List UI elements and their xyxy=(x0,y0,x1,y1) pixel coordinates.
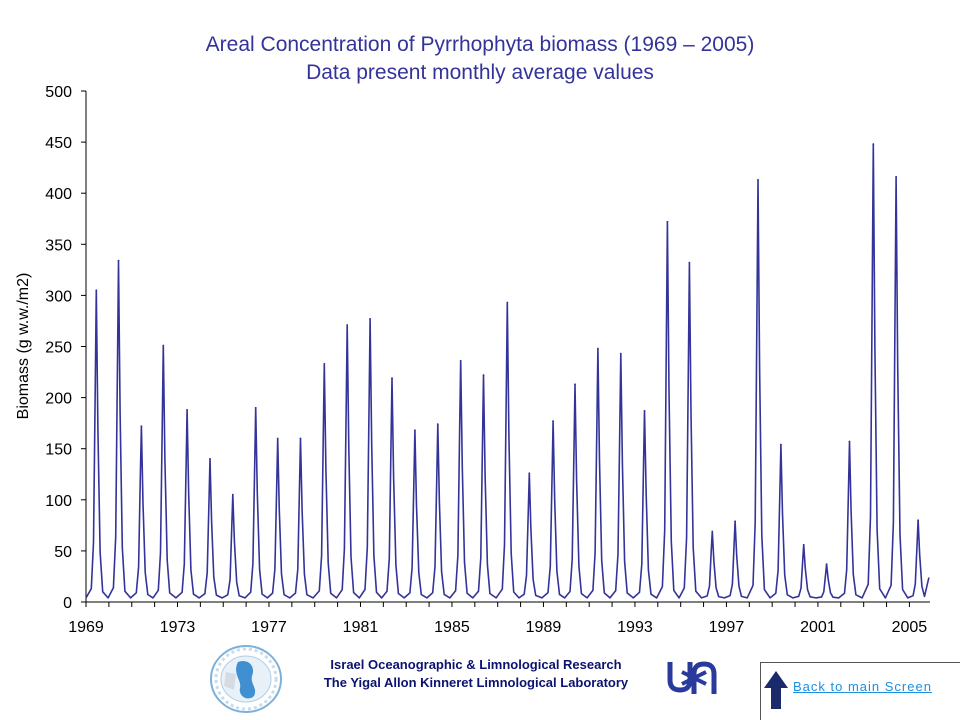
peak-point-1976 xyxy=(254,406,257,409)
peak-point-1978 xyxy=(299,437,302,440)
annual-peak-points xyxy=(95,143,920,566)
peak-point-1999 xyxy=(779,443,782,446)
y-tick-label: 300 xyxy=(45,288,72,305)
peak-point-1974 xyxy=(209,458,211,460)
biomass-series-line xyxy=(85,143,930,599)
peak-point-1988 xyxy=(528,472,531,475)
peak-point-2000 xyxy=(802,543,805,546)
chart-subtitle: Data present monthly average values xyxy=(306,61,654,84)
org-name-line1: Israel Oceanographic & Limnological Rese… xyxy=(330,657,622,672)
data-center-logo xyxy=(210,645,282,713)
navigation-panel xyxy=(760,662,960,720)
peak-point-1975 xyxy=(231,493,234,496)
y-tick-label: 450 xyxy=(45,135,72,152)
peak-point-1993 xyxy=(643,409,646,412)
kinneret-lab-logo xyxy=(667,661,717,694)
peak-point-2002 xyxy=(848,440,851,443)
x-tick-label: 1981 xyxy=(343,619,379,636)
peak-point-1972 xyxy=(162,344,165,347)
peak-point-1977 xyxy=(276,437,279,440)
x-axis-ticks: 1969 1973 1977 1981 1985 1989 1993 1997 2001 2005 xyxy=(68,602,927,636)
y-tick-label: 50 xyxy=(54,544,72,561)
y-tick-label: 500 xyxy=(45,84,72,101)
y-tick-label: 100 xyxy=(45,493,72,510)
peak-point-1979 xyxy=(323,362,326,365)
peak-point-1990 xyxy=(574,383,576,386)
peak-point-1980 xyxy=(346,324,349,326)
peak-point-1991 xyxy=(596,347,599,350)
peak-point-1989 xyxy=(552,420,554,423)
peak-point-1995 xyxy=(688,261,691,264)
x-tick-label: 1989 xyxy=(526,619,562,636)
x-tick-label: 1977 xyxy=(251,619,287,636)
y-axis-label: Biomass (g w.w./m2) xyxy=(15,273,32,420)
peak-point-1971 xyxy=(140,425,143,428)
peak-point-1981 xyxy=(369,318,371,320)
peak-point-1986 xyxy=(482,374,485,377)
y-tick-label: 350 xyxy=(45,237,72,254)
back-to-main-screen-link[interactable]: Back to main Screen xyxy=(793,679,932,694)
peak-point-1985 xyxy=(459,359,462,362)
peak-point-1996 xyxy=(711,530,714,533)
peak-point-1970 xyxy=(117,259,120,262)
x-tick-label: 2005 xyxy=(892,619,928,636)
peak-point-2001 xyxy=(825,563,828,566)
peak-point-2005 xyxy=(917,519,920,522)
peak-point-1998 xyxy=(757,179,759,181)
peak-point-1992 xyxy=(619,352,622,355)
peak-point-2003 xyxy=(872,143,875,146)
x-tick-label: 1969 xyxy=(68,619,104,636)
peak-point-1997 xyxy=(734,520,737,523)
peak-point-1983 xyxy=(414,429,416,432)
x-tick-label: 1973 xyxy=(160,619,196,636)
peak-point-1982 xyxy=(391,377,393,380)
y-tick-label: 400 xyxy=(45,186,72,203)
chart-title: Areal Concentration of Pyrrhophyta bioma… xyxy=(205,33,755,56)
y-tick-label: 200 xyxy=(45,391,72,408)
x-tick-label: 1993 xyxy=(617,619,653,636)
peak-point-1994 xyxy=(666,220,669,223)
y-tick-label: 0 xyxy=(63,595,72,612)
peak-point-1969 xyxy=(95,289,98,292)
peak-point-1984 xyxy=(436,423,439,426)
peak-point-2004 xyxy=(895,175,898,178)
up-arrow-icon[interactable] xyxy=(763,670,789,710)
y-tick-label: 250 xyxy=(45,340,72,357)
peak-point-1987 xyxy=(506,301,509,304)
peak-point-1973 xyxy=(186,408,188,411)
x-tick-label: 1985 xyxy=(434,619,470,636)
x-tick-label: 2001 xyxy=(800,619,836,636)
y-axis-ticks: 0 50 100 150 200 250 300 350 400 450 500 xyxy=(45,84,86,612)
x-tick-label: 1997 xyxy=(709,619,745,636)
y-tick-label: 150 xyxy=(45,442,72,459)
org-name-line2: The Yigal Allon Kinneret Limnological La… xyxy=(323,675,629,690)
